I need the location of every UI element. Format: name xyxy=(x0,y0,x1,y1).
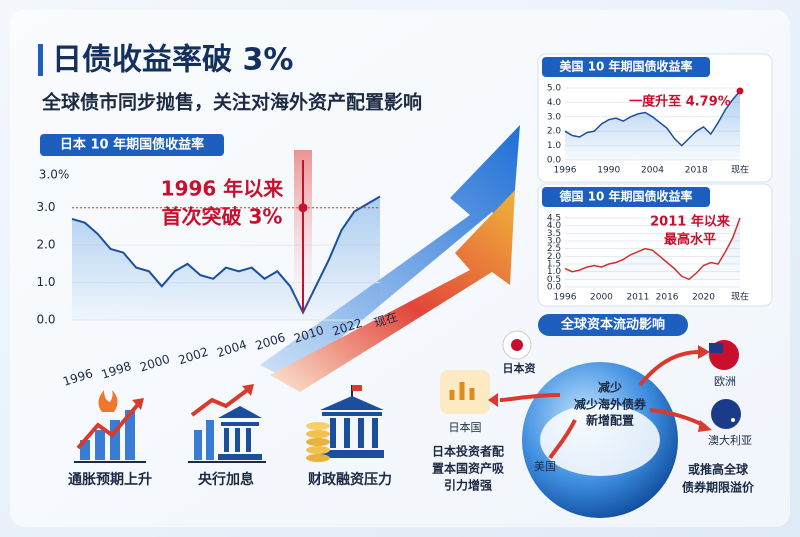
flow-title-pill xyxy=(538,314,688,336)
area xyxy=(72,196,380,320)
y-tick-label: 2.0 xyxy=(547,252,562,262)
flow-home-note: 日本投资者配 xyxy=(432,444,504,459)
reference-dot xyxy=(298,203,308,213)
flow-arrow-head xyxy=(698,420,712,432)
x-tick-label: 2011 xyxy=(626,293,649,303)
annotation: 1996 年以来 xyxy=(161,177,285,201)
y-tick-label: 3.0 xyxy=(36,200,55,214)
y-top-label: 3.0% xyxy=(39,168,70,182)
y-tick-label: 1.0 xyxy=(547,267,562,277)
flow-home-note: 置本国资产吸 xyxy=(432,461,505,476)
y-tick-label: 0.0 xyxy=(547,283,562,293)
flow-arrow-head xyxy=(488,393,498,407)
x-tick-label: 2016 xyxy=(656,293,679,303)
x-tick-label: 1996 xyxy=(554,293,577,303)
icon-fiscal xyxy=(306,385,384,462)
x-tick-label: 2018 xyxy=(685,166,708,176)
flow-europe: 欧洲 xyxy=(714,375,736,388)
icon-rate-hike xyxy=(188,384,266,463)
title: 日债收益率破 3% xyxy=(52,43,293,78)
icon-inflation xyxy=(74,390,146,463)
x-tick-label: 1990 xyxy=(597,166,620,176)
line xyxy=(71,195,381,315)
chart-title: 美国 10 年期国债收益率 xyxy=(559,59,692,74)
flag-star xyxy=(731,418,735,422)
flow-arrow xyxy=(548,419,577,460)
y-tick-label: 2.0 xyxy=(547,127,562,137)
flow-center: 新增配置 xyxy=(586,413,634,428)
flow-home-note: 引力增强 xyxy=(444,478,492,493)
icon-label: 通胀预期上升 xyxy=(68,471,152,488)
flow-source: 日本资 xyxy=(503,361,536,375)
y-tick-label: 0.0 xyxy=(547,156,562,166)
annotation: 一度升至 4.79% xyxy=(629,94,731,110)
y-tick-label: 4.0 xyxy=(547,98,562,108)
area xyxy=(565,218,740,287)
y-tick-label: 0.5 xyxy=(547,275,561,285)
flow-note: 或推高全球 xyxy=(688,462,749,477)
annotation: 首次突破 3% xyxy=(162,205,283,229)
chart-title-pill xyxy=(542,187,710,207)
annotation: 最高水平 xyxy=(664,232,716,248)
y-tick-label: 3.5 xyxy=(547,229,561,239)
home-icon xyxy=(440,370,490,414)
globe-label-bg xyxy=(540,404,660,476)
y-tick-label: 3.0 xyxy=(547,237,562,247)
chart-title: 德国 10 年期国债收益率 xyxy=(559,189,692,204)
flow-center: 减少海外债券 xyxy=(574,397,647,412)
title-bar xyxy=(38,44,43,76)
flow-us: 美国 xyxy=(534,460,556,473)
icon-label: 财政融资压力 xyxy=(307,471,392,488)
flow-center: 减少 xyxy=(598,380,622,395)
area xyxy=(565,91,740,160)
chart-title-pill xyxy=(542,57,710,77)
flow-arrow-head xyxy=(698,345,710,359)
icon-label: 央行加息 xyxy=(198,471,254,488)
y-tick-label: 1.5 xyxy=(547,260,561,270)
x-tick-label: 1996 xyxy=(554,166,577,176)
peak-dot xyxy=(736,87,744,95)
chart-title: 日本 10 年期国债收益率 xyxy=(60,137,204,153)
y-tick-label: 2.5 xyxy=(547,244,561,254)
decor-arrow xyxy=(270,190,515,392)
x-tick-label: 现在 xyxy=(731,164,749,176)
flow-arrow xyxy=(499,393,561,402)
home-icon-bars xyxy=(449,382,475,400)
y-tick-label: 5.0 xyxy=(547,84,562,94)
y-tick-label: 4.5 xyxy=(547,214,561,224)
decor-arrow xyxy=(260,125,520,380)
flag-us-canton xyxy=(709,343,723,353)
y-tick-label: 4.0 xyxy=(547,221,562,231)
flow-arrow xyxy=(638,350,701,387)
x-tick-label: 现在 xyxy=(731,291,749,303)
x-tick-label: 2020 xyxy=(692,293,715,303)
flow-home: 日本国 xyxy=(449,420,482,434)
subtitle: 全球债市同步抛售，关注对海外资产配置影响 xyxy=(41,91,422,114)
x-tick-label: 2000 xyxy=(590,293,613,303)
flow-note: 债券期限溢价 xyxy=(682,480,755,495)
y-tick-label: 3.0 xyxy=(547,112,562,122)
y-tick-label: 1.0 xyxy=(547,141,562,151)
annotation: 2011 年以来 xyxy=(650,214,731,230)
flow-title: 全球资本流动影响 xyxy=(560,317,665,333)
flag-australia xyxy=(711,399,741,429)
flag-japan-dot xyxy=(511,339,523,351)
line xyxy=(564,90,741,147)
y-tick-label: 1.0 xyxy=(36,275,55,289)
flow-australia: 澳大利亚 xyxy=(708,433,752,447)
y-tick-label: 2.0 xyxy=(36,238,55,252)
y-tick-label: 0.0 xyxy=(36,313,55,327)
chart-title-pill xyxy=(40,134,224,156)
x-tick-label: 2004 xyxy=(641,166,664,176)
line xyxy=(564,217,741,281)
